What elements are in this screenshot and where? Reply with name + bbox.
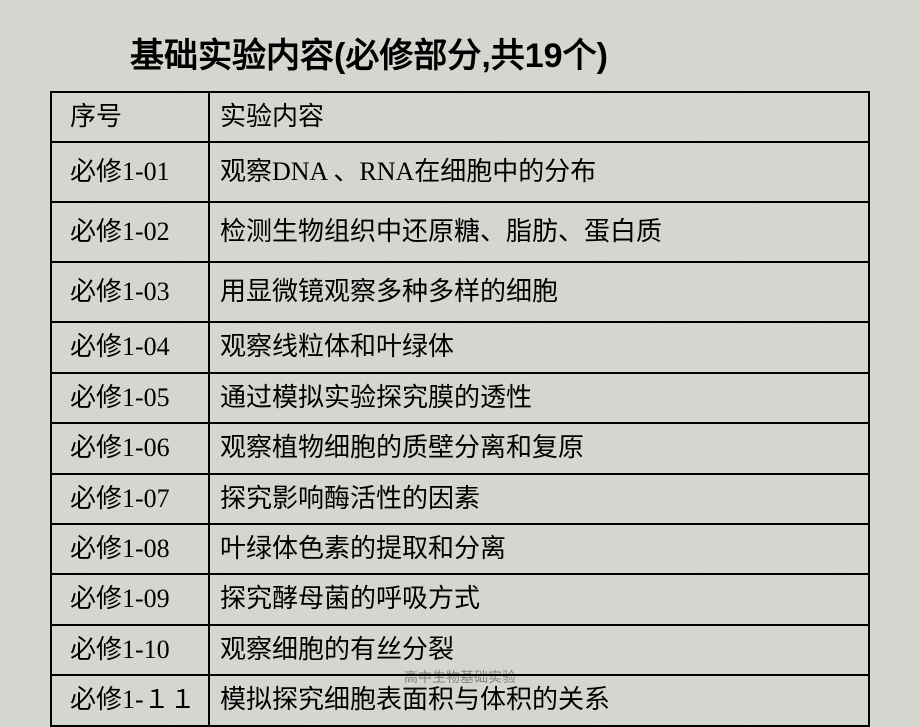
cell-experiment-id: 必修1-05 — [51, 373, 209, 423]
table-row: 必修1-07探究影响酶活性的因素 — [51, 474, 869, 524]
column-header-id: 序号 — [51, 92, 209, 142]
footer-watermark: 高中生物基础实验 — [404, 667, 516, 687]
table-row: 必修1-02检测生物组织中还原糖、脂肪、蛋白质 — [51, 202, 869, 262]
cell-experiment-content: 叶绿体色素的提取和分离 — [209, 524, 869, 574]
cell-experiment-content: 观察细胞的有丝分裂 — [209, 625, 869, 675]
cell-experiment-id: 必修1-１１ — [51, 675, 209, 725]
cell-experiment-id: 必修1-08 — [51, 524, 209, 574]
table-row: 必修1-06观察植物细胞的质壁分离和复原 — [51, 423, 869, 473]
table-row: 必修1-01观察DNA 、RNA在细胞中的分布 — [51, 142, 869, 202]
cell-experiment-content: 模拟探究细胞表面积与体积的关系 — [209, 675, 869, 725]
cell-experiment-content: 用显微镜观察多种多样的细胞 — [209, 262, 869, 322]
cell-experiment-id: 必修1-10 — [51, 625, 209, 675]
table-row: 必修1-05通过模拟实验探究膜的透性 — [51, 373, 869, 423]
cell-experiment-content: 通过模拟实验探究膜的透性 — [209, 373, 869, 423]
cell-experiment-id: 必修1-02 — [51, 202, 209, 262]
cell-experiment-content: 检测生物组织中还原糖、脂肪、蛋白质 — [209, 202, 869, 262]
cell-experiment-content: 观察DNA 、RNA在细胞中的分布 — [209, 142, 869, 202]
table-row: 必修1-04观察线粒体和叶绿体 — [51, 322, 869, 372]
page-title: 基础实验内容(必修部分,共19个) — [50, 28, 870, 77]
column-header-content: 实验内容 — [209, 92, 869, 142]
table-row: 必修1-03用显微镜观察多种多样的细胞 — [51, 262, 869, 322]
cell-experiment-id: 必修1-09 — [51, 574, 209, 624]
table-body: 必修1-01观察DNA 、RNA在细胞中的分布必修1-02检测生物组织中还原糖、… — [51, 142, 869, 725]
cell-experiment-content: 观察植物细胞的质壁分离和复原 — [209, 423, 869, 473]
cell-experiment-content: 探究影响酶活性的因素 — [209, 474, 869, 524]
table-row: 必修1-09探究酵母菌的呼吸方式 — [51, 574, 869, 624]
cell-experiment-id: 必修1-03 — [51, 262, 209, 322]
cell-experiment-id: 必修1-01 — [51, 142, 209, 202]
experiments-table: 序号 实验内容 必修1-01观察DNA 、RNA在细胞中的分布必修1-02检测生… — [50, 91, 870, 727]
cell-experiment-id: 必修1-04 — [51, 322, 209, 372]
cell-experiment-id: 必修1-07 — [51, 474, 209, 524]
table-header-row: 序号 实验内容 — [51, 92, 869, 142]
slide-container: 基础实验内容(必修部分,共19个) 序号 实验内容 必修1-01观察DNA 、R… — [0, 0, 920, 727]
cell-experiment-content: 观察线粒体和叶绿体 — [209, 322, 869, 372]
table-row: 必修1-08叶绿体色素的提取和分离 — [51, 524, 869, 574]
cell-experiment-id: 必修1-06 — [51, 423, 209, 473]
cell-experiment-content: 探究酵母菌的呼吸方式 — [209, 574, 869, 624]
